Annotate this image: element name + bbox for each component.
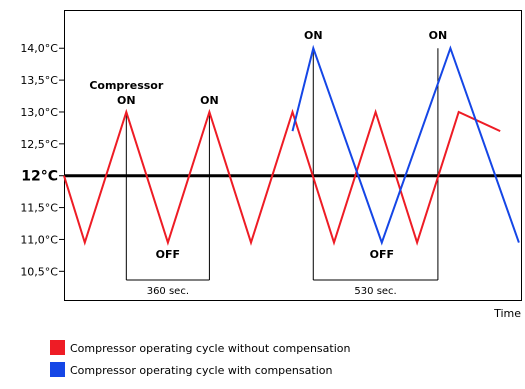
y-tick-label: 12°C [21, 169, 58, 185]
legend: Compressor operating cycle without compe… [50, 340, 350, 377]
y-axis: 14,0°C 13,5°C 13,0°C 12,5°C 12°C 11,5°C 11,0°C… [20, 42, 64, 278]
y-tick-label: 11,5°C [20, 202, 58, 215]
compressor-label: Compressor [89, 79, 164, 92]
series-layer [63, 44, 520, 246]
off-label: OFF [370, 248, 394, 261]
interval-360-label: 360 sec. [147, 286, 189, 297]
legend-swatch-red [50, 340, 65, 355]
legend-item-without-compensation: Compressor operating cycle without compe… [50, 340, 350, 355]
y-tick-label: 13,0°C [20, 106, 58, 119]
legend-swatch-blue [50, 362, 65, 377]
plot-frame [64, 10, 522, 301]
interval-530-label: 530 sec. [354, 286, 396, 297]
y-tick-label: 11,0°C [20, 233, 58, 246]
on-label: ON [429, 29, 448, 42]
y-tick-label: 14,0°C [20, 42, 58, 55]
y-tick-label: 13,5°C [20, 74, 58, 87]
series-line-with-compensation [291, 44, 520, 246]
on-label: ON [200, 94, 219, 107]
series-line-without-compensation [63, 108, 501, 246]
y-tick-label: 10,5°C [20, 265, 58, 278]
interval-markers: 360 sec. 530 sec. [125, 48, 439, 297]
y-tick-label: 12,5°C [20, 138, 58, 151]
legend-label: Compressor operating cycle without compe… [70, 342, 350, 355]
off-label: OFF [156, 248, 180, 261]
legend-label: Compressor operating cycle with compensa… [70, 364, 332, 377]
annotations: Compressor ON ON ON ON OFF OFF [89, 29, 447, 261]
x-axis-label: Time [493, 307, 521, 320]
on-label: ON [304, 29, 323, 42]
on-label: ON [117, 94, 136, 107]
legend-item-with-compensation: Compressor operating cycle with compensa… [50, 362, 332, 377]
